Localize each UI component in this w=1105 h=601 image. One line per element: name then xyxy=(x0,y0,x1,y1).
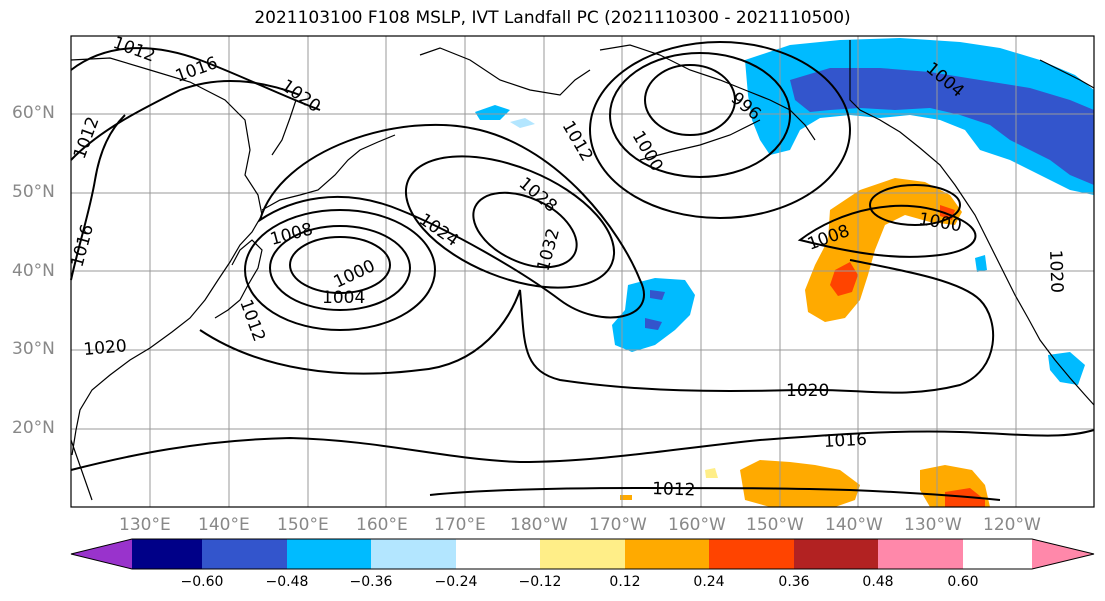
colorbar-tick-label: −0.36 xyxy=(349,574,393,590)
colorbar xyxy=(70,538,1095,570)
colorbar-segment xyxy=(709,539,794,569)
lat-label: 20°N xyxy=(12,418,55,438)
map-title: 2021103100 F108 MSLP, IVT Landfall PC (2… xyxy=(254,8,851,28)
colorbar-segment xyxy=(878,539,963,569)
lon-label: 160°E xyxy=(356,515,408,535)
colorbar-segment xyxy=(287,539,371,569)
colorbar-tick-label: −0.12 xyxy=(518,574,562,590)
colorbar-segment xyxy=(371,539,456,569)
ivt-shading xyxy=(475,38,1094,507)
lon-label: 150°E xyxy=(277,515,329,535)
colorbar-segment xyxy=(202,539,287,569)
mslp-contours xyxy=(70,41,1095,501)
contour-label: 1020 xyxy=(83,336,128,360)
colorbar-tick-label: 0.36 xyxy=(778,574,810,590)
contour-label: 1020 xyxy=(1045,249,1066,293)
colorbar-extend-low xyxy=(71,539,132,569)
contour-label: 1016 xyxy=(823,430,867,452)
colorbar-segment xyxy=(794,539,878,569)
colorbar-segment xyxy=(540,539,625,569)
lat-label: 40°N xyxy=(12,261,55,281)
lon-label: 170°W xyxy=(589,515,647,535)
lon-label: 130°E xyxy=(119,515,171,535)
colorbar-tick-label: 0.60 xyxy=(947,574,979,590)
coastlines xyxy=(70,40,1095,501)
lon-label: 140°E xyxy=(198,515,250,535)
ivt-negative-region-pacific xyxy=(612,278,695,352)
lon-label: 140°W xyxy=(825,515,883,535)
lon-label: 170°E xyxy=(434,515,486,535)
colorbar-tick-label: −0.60 xyxy=(180,574,224,590)
colorbar-tick-label: −0.48 xyxy=(265,574,309,590)
colorbar-segment xyxy=(456,539,540,569)
graticule xyxy=(71,36,1094,507)
contour-label: 1004 xyxy=(322,288,365,308)
colorbar-tick-label: 0.48 xyxy=(862,574,894,590)
lat-label: 30°N xyxy=(12,339,55,359)
lon-label: 150°W xyxy=(746,515,804,535)
lon-label: 130°W xyxy=(904,515,962,535)
colorbar-segment xyxy=(625,539,709,569)
lon-label: 160°W xyxy=(668,515,726,535)
colorbar-tick-label: −0.24 xyxy=(434,574,478,590)
lat-label: 60°N xyxy=(12,103,55,123)
colorbar-tick-label: 0.24 xyxy=(693,574,725,590)
lon-label: 180°W xyxy=(510,515,568,535)
colorbar-segment xyxy=(132,539,202,569)
contour-label: 1020 xyxy=(786,381,829,401)
contour-label: 1012 xyxy=(652,479,696,500)
lat-label: 50°N xyxy=(12,182,55,202)
ivt-negative-core-alaska xyxy=(790,68,1094,185)
colorbar-tick-label: 0.12 xyxy=(609,574,641,590)
lon-label: 120°W xyxy=(983,515,1041,535)
colorbar-extend-high xyxy=(1032,539,1094,569)
